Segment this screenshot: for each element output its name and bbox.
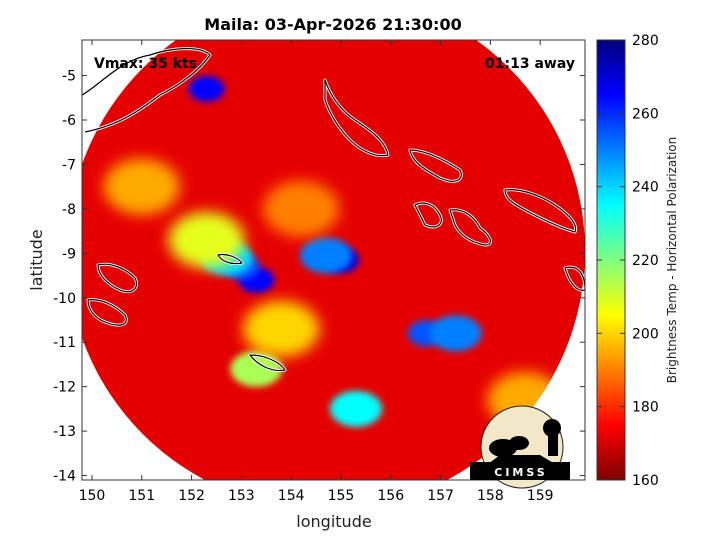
- y-tick-label-7: -12: [53, 380, 76, 396]
- y-tick-label-8: -13: [53, 424, 76, 440]
- x-tick-label-5: 155: [328, 488, 355, 504]
- y-tick-label-4: -9: [62, 246, 76, 262]
- feature-12: [263, 180, 340, 237]
- cbar-tick-label-4: 240: [632, 180, 659, 196]
- y-tick-label-9: -14: [53, 469, 76, 485]
- feature-11: [103, 158, 180, 215]
- brightness-swath: [82, 40, 585, 480]
- chart-title: Maila: 03-Apr-2026 21:30:00: [204, 15, 461, 34]
- x-tick-label-0: 150: [79, 488, 106, 504]
- y-axis-ticks: -5 -6 -7 -8 -9 -10 -11 -12 -13 -14: [53, 69, 585, 485]
- plot-frame: [81, 39, 586, 481]
- y-tick-label-5: -10: [53, 291, 76, 307]
- y-tick-label-2: -7: [62, 157, 76, 173]
- logo-text: CIMSS: [494, 466, 547, 479]
- cbar-tick-label-5: 260: [632, 106, 659, 122]
- feature-8: [329, 390, 382, 427]
- x-tick-label-4: 154: [278, 488, 305, 504]
- feature-6: [429, 315, 482, 352]
- x-tick-label-9: 159: [527, 488, 554, 504]
- y-tick-label-0: -5: [62, 69, 76, 85]
- y-tick-label-3: -8: [62, 202, 76, 218]
- coastlines-inner: [82, 47, 585, 372]
- time-away-annotation: 01:13 away: [485, 56, 575, 72]
- colorbar-label: Brightness Temp - Horizontal Polarizatio…: [665, 137, 679, 384]
- feature-10: [168, 212, 245, 268]
- x-tick-label-2: 152: [178, 488, 205, 504]
- feature-7: [188, 75, 225, 102]
- feature-4: [300, 237, 353, 274]
- cbar-tick-label-1: 180: [632, 400, 659, 416]
- feature-13: [243, 300, 320, 357]
- x-tick-label-7: 157: [427, 488, 454, 504]
- x-tick-label-1: 151: [128, 488, 155, 504]
- y-tick-label-6: -11: [53, 335, 76, 351]
- colorbar: 160 180 200 220 240 260 280 Brightness Temp - …: [596, 33, 679, 489]
- x-axis-ticks: 150 151 152 153 154 155 156 157 158 159: [79, 40, 554, 504]
- x-tick-label-6: 156: [377, 488, 404, 504]
- cimss-logo: CIMSS: [470, 405, 570, 489]
- cbar-tick-label-6: 280: [632, 33, 659, 49]
- cbar-tick-label-2: 200: [632, 326, 659, 342]
- y-axis-label: latitude: [27, 229, 46, 290]
- plot-area: 150 151 152 153 154 155 156 157 158 159 -5-6-7-8-…: [53, 39, 586, 504]
- x-tick-label-8: 158: [477, 488, 504, 504]
- x-tick-label-3: 153: [228, 488, 255, 504]
- x-axis-label: longitude: [296, 512, 371, 531]
- y-tick-label-1: -6: [62, 113, 76, 129]
- cbar-tick-label-3: 220: [632, 253, 659, 269]
- vmax-annotation: Vmax: 35 kts: [94, 56, 197, 72]
- cbar-tick-label-0: 160: [632, 473, 659, 489]
- colorbar-ticks: 160 180 200 220 240 260 280: [597, 33, 659, 489]
